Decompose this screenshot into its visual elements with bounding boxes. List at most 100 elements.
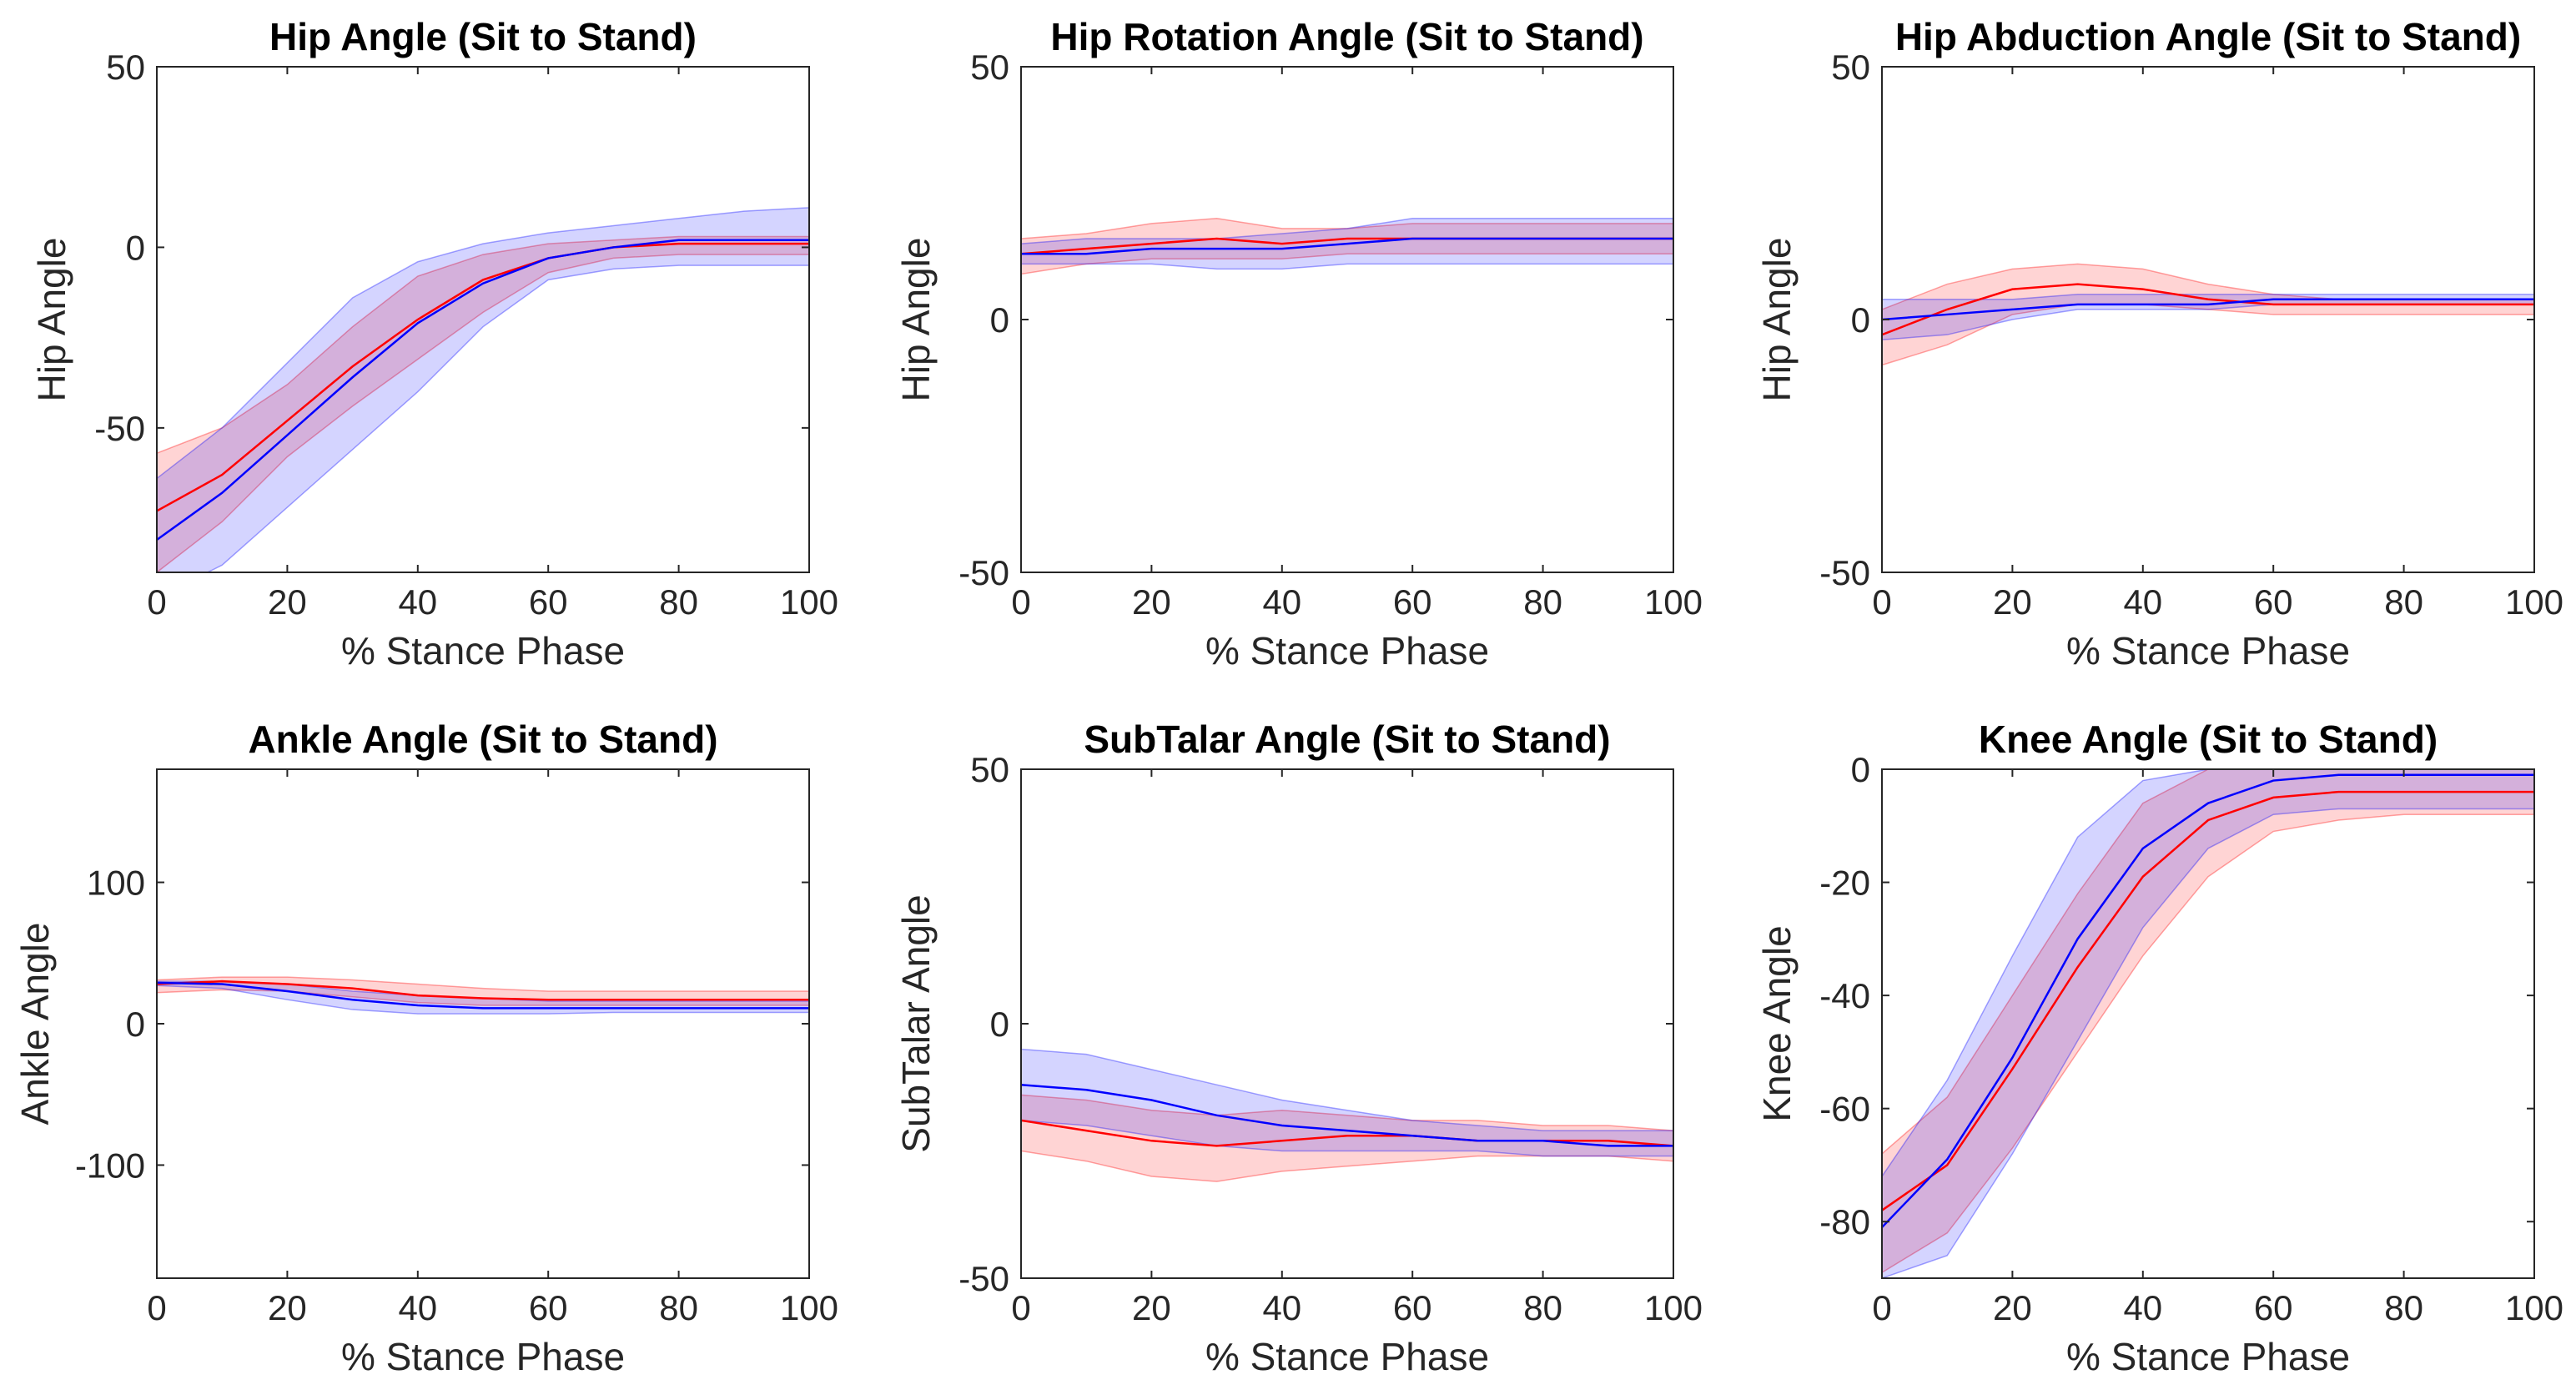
- x-tick-label: 100: [1644, 1288, 1703, 1327]
- red-band: [1882, 263, 2534, 366]
- x-tick-label: 100: [780, 1288, 838, 1327]
- y-axis-label: Hip Angle: [1755, 238, 1799, 402]
- x-tick-label: 0: [1011, 582, 1030, 622]
- x-tick-label: 40: [398, 582, 437, 622]
- x-tick-label: 100: [2505, 582, 2563, 622]
- x-tick-label: 60: [1393, 582, 1432, 622]
- chart-title: Hip Abduction Angle (Sit to Stand): [1895, 15, 2521, 58]
- blue-band: [157, 207, 809, 572]
- red-mean-line: [1882, 790, 2534, 1211]
- chart-title: Knee Angle (Sit to Stand): [1979, 718, 2438, 761]
- x-tick-label: 0: [147, 1288, 166, 1327]
- y-axis-label: Knee Angle: [1755, 925, 1799, 1121]
- plot-area: [1021, 1048, 1673, 1182]
- axes-frame: [1881, 768, 2535, 1279]
- x-tick-label: 60: [529, 582, 568, 622]
- plot-area: [1021, 218, 1673, 275]
- plot-area: [157, 976, 809, 1015]
- x-tick-label: 0: [147, 582, 166, 622]
- y-tick-label: -50: [958, 1259, 1009, 1298]
- red-mean-line: [157, 979, 809, 1001]
- axes-frame: [1020, 66, 1674, 573]
- chart-title: Ankle Angle (Sit to Stand): [248, 718, 717, 761]
- blue-band: [1882, 293, 2534, 340]
- blue-mean-line: [1882, 773, 2534, 1228]
- x-tick-label: 80: [2384, 582, 2423, 622]
- x-tick-label: 60: [2254, 1288, 2293, 1327]
- y-tick-label: 50: [106, 48, 145, 87]
- x-tick-label: 20: [268, 1288, 307, 1327]
- blue-mean-line: [1021, 237, 1673, 255]
- y-tick-label: 0: [126, 1005, 145, 1044]
- red-band: [157, 235, 809, 572]
- y-tick-label: -20: [1819, 864, 1870, 903]
- axes-frame: [1020, 768, 1674, 1279]
- red-band: [157, 976, 809, 1006]
- red-mean-line: [1882, 283, 2534, 336]
- y-tick-label: 50: [970, 48, 1009, 87]
- y-tick-label: 0: [990, 300, 1009, 340]
- x-tick-label: 20: [1993, 1288, 2032, 1327]
- y-tick-label: -100: [75, 1146, 145, 1185]
- y-tick-label: -50: [94, 409, 145, 448]
- y-tick-label: -50: [958, 553, 1009, 592]
- blue-band: [1882, 769, 2534, 1278]
- y-tick-label: 0: [1851, 750, 1870, 789]
- plot-area: [1882, 769, 2534, 1278]
- x-tick-label: 60: [1393, 1288, 1432, 1327]
- chart-panel-1: 0 20 40 60 80 100 -50 0 50 Hip Angle (Sit to Stan…: [30, 15, 838, 672]
- x-axis-label: % Stance Phase: [2066, 629, 2350, 672]
- x-tick-label: 20: [1132, 582, 1171, 622]
- x-tick-label: 40: [2123, 582, 2162, 622]
- chart-title: Hip Rotation Angle (Sit to Stand): [1050, 15, 1643, 58]
- y-tick-label: 50: [1831, 48, 1870, 87]
- x-tick-label: 40: [2123, 1288, 2162, 1327]
- x-tick-label: 100: [1644, 582, 1703, 622]
- red-band: [1021, 1094, 1673, 1182]
- chart-title: SubTalar Angle (Sit to Stand): [1084, 718, 1610, 761]
- plot-area: [157, 207, 809, 572]
- x-tick-label: 80: [1523, 1288, 1562, 1327]
- x-tick-label: 60: [529, 1288, 568, 1327]
- x-tick-label: 100: [2505, 1288, 2563, 1327]
- x-tick-label: 80: [2384, 1288, 2423, 1327]
- x-tick-label: 60: [2254, 582, 2293, 622]
- x-tick-label: 80: [1523, 582, 1562, 622]
- y-axis-label: Ankle Angle: [13, 923, 57, 1126]
- red-band: [1021, 218, 1673, 275]
- x-tick-label: 20: [268, 582, 307, 622]
- red-mean-line: [157, 242, 809, 512]
- blue-mean-line: [157, 981, 809, 1010]
- y-axis-label: SubTalar Angle: [894, 894, 938, 1152]
- y-tick-label: 0: [126, 228, 145, 267]
- x-axis-label: % Stance Phase: [341, 1335, 625, 1378]
- x-axis-label: % Stance Phase: [1205, 1335, 1489, 1378]
- x-tick-label: 40: [1262, 582, 1301, 622]
- x-tick-label: 80: [659, 1288, 698, 1327]
- axes-frame: [156, 768, 810, 1279]
- y-tick-label: 100: [87, 864, 145, 903]
- x-axis-label: % Stance Phase: [2066, 1335, 2350, 1378]
- chart-panel-6: 0 20 40 60 80 100 -80 -60 -40 -20 0 Knee Angle (Sit…: [1755, 718, 2563, 1378]
- x-tick-label: 0: [1872, 582, 1891, 622]
- x-tick-label: 80: [659, 582, 698, 622]
- x-tick-label: 0: [1011, 1288, 1030, 1327]
- y-tick-label: -80: [1819, 1202, 1870, 1241]
- x-tick-label: 20: [1993, 582, 2032, 622]
- blue-mean-line: [1882, 298, 2534, 321]
- axes-frame: [156, 66, 810, 573]
- plot-area: [1882, 263, 2534, 366]
- y-tick-label: 0: [1851, 300, 1870, 340]
- blue-mean-line: [1021, 1083, 1673, 1147]
- y-axis-label: Hip Angle: [30, 238, 73, 402]
- chart-panel-4: 0 20 40 60 80 100 -100 0 100 Ankle Angle (Sit to …: [13, 718, 838, 1378]
- blue-mean-line: [157, 239, 809, 541]
- x-tick-label: 0: [1872, 1288, 1891, 1327]
- x-tick-label: 40: [1262, 1288, 1301, 1327]
- x-tick-label: 100: [780, 582, 838, 622]
- blue-band: [1021, 1048, 1673, 1157]
- y-tick-label: 50: [970, 750, 1009, 789]
- red-mean-line: [1021, 1119, 1673, 1147]
